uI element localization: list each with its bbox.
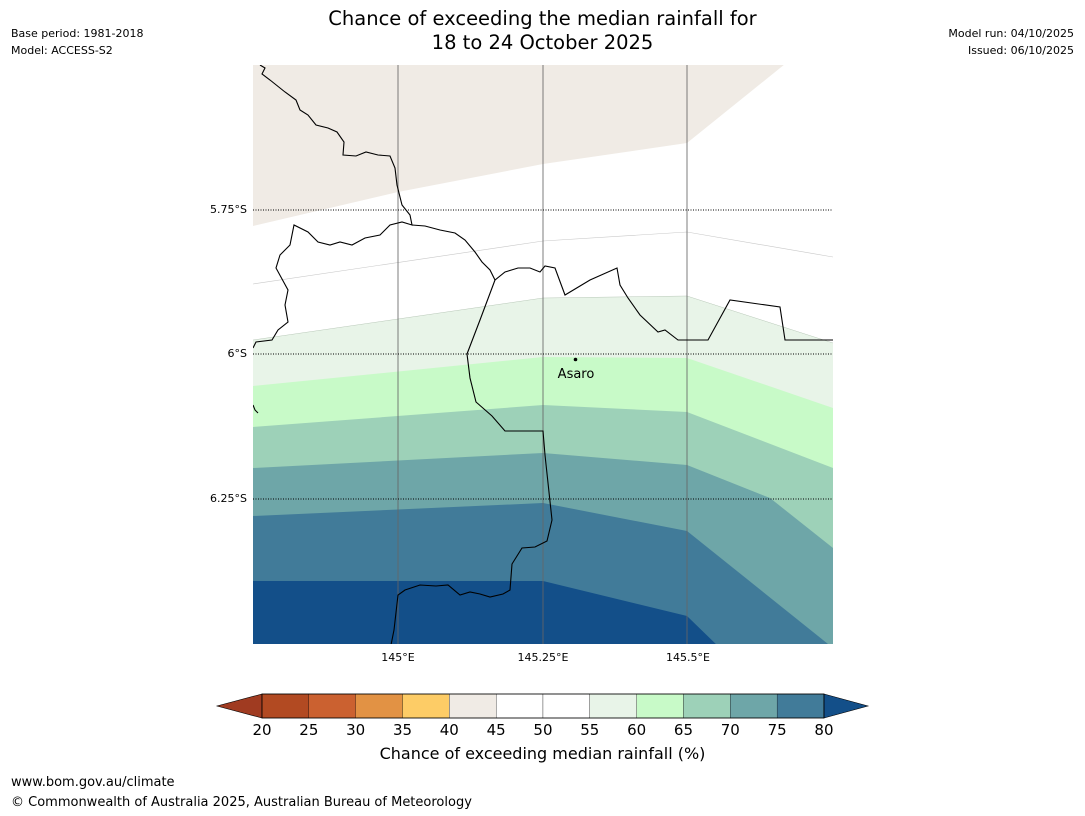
colorbar-tick-label: 70	[721, 721, 740, 739]
band-80-plus	[253, 581, 716, 644]
lat-label-6-25s: 6.25°S	[210, 492, 247, 505]
band-40-45	[253, 65, 784, 226]
lat-label-5-75s: 5.75°S	[210, 203, 247, 216]
meta-right: Model run: 04/10/2025 Issued: 06/10/2025	[948, 25, 1074, 59]
colorbar-tick-label: 35	[393, 721, 412, 739]
colorbar-cell	[542, 693, 590, 719]
colorbar-tick-label: 55	[580, 721, 599, 739]
colorbar-cell	[449, 693, 497, 719]
lon-label-145-5e: 145.5°E	[666, 651, 710, 664]
colorbar: 20 25 30 35 40 45 50 55 60 65 70 75 80	[215, 693, 870, 739]
colorbar-tick-label: 75	[768, 721, 787, 739]
colorbar-cell	[636, 693, 684, 719]
colorbar-cells	[215, 693, 870, 719]
colorbar-outline	[261, 693, 825, 719]
colorbar-cell	[261, 693, 309, 719]
colorbar-tick-label: 45	[487, 721, 506, 739]
base-period: Base period: 1981-2018	[11, 27, 144, 40]
colorbar-cell	[776, 693, 825, 719]
colorbar-cell	[589, 693, 637, 719]
boundary-south	[390, 279, 553, 644]
asaro-marker	[573, 357, 578, 362]
lat-label-6s: 6°S	[228, 347, 247, 360]
colorbar-ticks: 20 25 30 35 40 45 50 55 60 65 70 75 80	[252, 721, 833, 739]
asaro-label: Asaro	[558, 367, 595, 382]
colorbar-extend-high	[823, 693, 870, 719]
lon-label-145e: 145°E	[381, 651, 414, 664]
model-name: Model: ACCESS-S2	[11, 44, 113, 57]
title-line-1: Chance of exceeding the median rainfall …	[328, 7, 757, 30]
colorbar-tick-label: 60	[627, 721, 646, 739]
colorbar-tick-label: 80	[814, 721, 833, 739]
boundary-north	[253, 65, 413, 349]
colorbar-tick-label: 20	[252, 721, 271, 739]
title-line-2: 18 to 24 October 2025	[431, 31, 654, 54]
meta-left: Base period: 1981-2018 Model: ACCESS-S2	[11, 25, 143, 59]
model-run: Model run: 04/10/2025	[948, 27, 1074, 40]
colorbar-label: Chance of exceeding median rainfall (%)	[379, 744, 706, 763]
colorbar-cell	[402, 693, 450, 719]
boundary-west-stub	[253, 404, 259, 414]
colorbar-tick-label: 30	[346, 721, 365, 739]
page-title: Chance of exceeding the median rainfall …	[0, 7, 1085, 55]
colorbar-tick-label: 40	[440, 721, 459, 739]
rainfall-map: Asaro 5.75°S 6°S 6.25°S 145°E 145.25°E 1…	[210, 65, 833, 664]
footer-url: www.bom.gov.au/climate	[11, 775, 175, 790]
colorbar-cell	[355, 693, 403, 719]
colorbar-cell	[683, 693, 731, 719]
colorbar-cell	[730, 693, 778, 719]
issued-date: Issued: 06/10/2025	[967, 44, 1074, 57]
colorbar-cell	[308, 693, 356, 719]
footer-copyright: © Commonwealth of Australia 2025, Austra…	[11, 795, 472, 810]
colorbar-extend-low	[215, 693, 263, 719]
colorbar-tick-label: 50	[533, 721, 552, 739]
boundary-central	[411, 224, 833, 341]
colorbar-tick-label: 65	[674, 721, 693, 739]
lon-label-145-25e: 145.25°E	[518, 651, 569, 664]
colorbar-tick-label: 25	[299, 721, 318, 739]
colorbar-cell	[495, 693, 544, 719]
